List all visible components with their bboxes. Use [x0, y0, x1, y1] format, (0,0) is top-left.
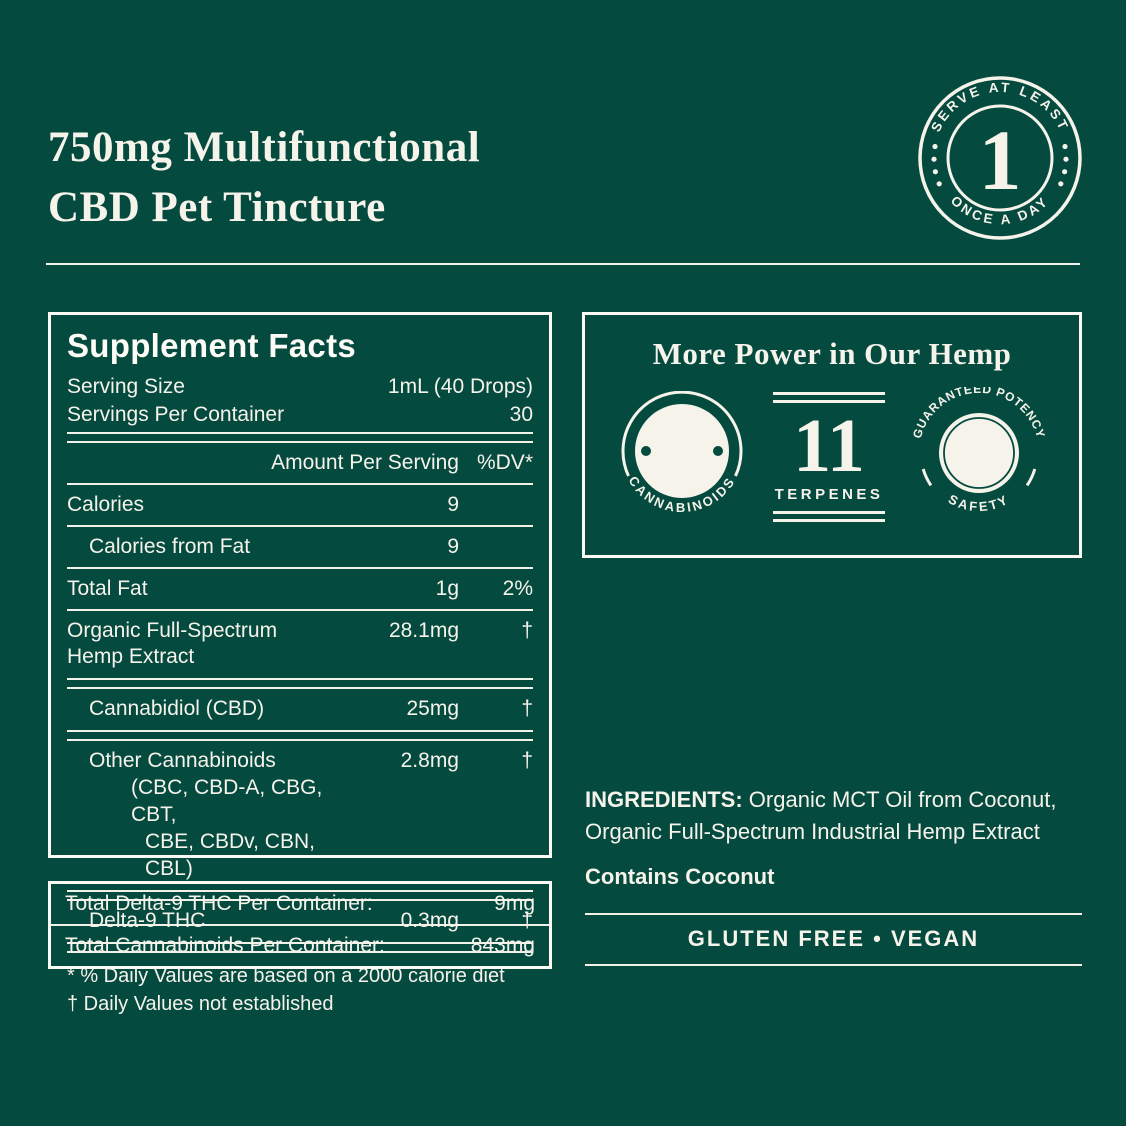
servings-per-container-label: Servings Per Container: [67, 403, 285, 426]
ampersand-symbol: &: [956, 423, 1003, 485]
safety-text: SAFETY: [946, 491, 1012, 514]
total-cannabinoids-label: Total Cannabinoids Per Container:: [65, 934, 385, 957]
facts-footnotes: * % Daily Values are based on a 2000 cal…: [67, 962, 533, 1018]
row-divider: [67, 483, 533, 485]
badge-outer-ring: [918, 76, 1082, 240]
terpenes-count: 11: [793, 403, 865, 488]
section-divider: [67, 678, 533, 689]
diet-banner: GLUTEN FREE • VEGAN: [585, 913, 1082, 966]
total-cannabinoids-value: 843mg: [470, 934, 535, 957]
supplement-facts-panel: Supplement Facts Serving Size 1mL (40 Dr…: [48, 312, 552, 1015]
row-divider: [51, 924, 549, 926]
facts-row-calories-from-fat: Calories from Fat 9: [89, 535, 459, 558]
section-divider: [67, 730, 533, 741]
serve-once-a-day-badge-icon: SERVE AT LEAST ONCE A DAY 1: [918, 76, 1082, 240]
page-title: 750mg Multifunctional CBD Pet Tincture: [48, 118, 480, 238]
more-power-title: More Power in Our Hemp: [652, 336, 1012, 371]
row-divider: [67, 567, 533, 569]
more-power-box: More Power in Our Hemp 9 CANNABINOIDS 11…: [582, 312, 1082, 558]
badge-ring: [621, 391, 743, 477]
badge-dots: [931, 143, 1069, 187]
facts-column-headers: Amount Per Serving %DV*: [67, 445, 533, 481]
total-thc-label: Total Delta-9 THC Per Container:: [65, 892, 373, 915]
total-cannabinoids-row: Total Cannabinoids Per Container: 843mg: [51, 926, 549, 966]
servings-per-container-row: Servings Per Container 30: [67, 401, 533, 429]
facts-row-cbd: Cannabidiol (CBD) 25mg †: [89, 697, 533, 720]
serving-size-row: Serving Size 1mL (40 Drops): [67, 373, 533, 401]
facts-row-delta9-thc: Delta-9 THC 0.3mg †: [89, 909, 533, 932]
badge-disc: [939, 413, 1019, 493]
header-divider: [46, 263, 1080, 265]
ingredients-text: INGREDIENTS: Organic MCT Oil from Coconu…: [585, 784, 1071, 848]
terpenes-label: TERPENES: [774, 485, 884, 503]
facts-row-hemp-extract: Organic Full-Spectrum Hemp Extract 28.1m…: [67, 619, 533, 668]
cannabinoids-count: 9: [664, 413, 700, 493]
ingredients-label: INGREDIENTS:: [585, 787, 743, 812]
footnote-daily-values: * % Daily Values are based on a 2000 cal…: [67, 965, 505, 987]
serving-size-value: 1mL (40 Drops): [387, 375, 533, 398]
badge-inner-ring: [943, 417, 1015, 489]
badge-side-arc: [1025, 468, 1037, 487]
servings-per-container-value: 30: [509, 403, 533, 426]
footnote-not-established: † Daily Values not established: [67, 993, 334, 1015]
section-divider: [67, 890, 533, 901]
title-line-2: CBD Pet Tincture: [48, 184, 386, 231]
cannabinoids-badge-icon: 9 CANNABINOIDS: [621, 391, 743, 515]
allergen-statement: Contains Coconut: [585, 864, 775, 889]
facts-row-calories: Calories 9: [67, 493, 459, 516]
dv-column-header: %DV*: [476, 451, 533, 474]
facts-row-total-fat: Total Fat 1g 2%: [67, 577, 533, 600]
cannabinoids-sublist-line2: CBE, CBDv, CBN, CBL): [145, 830, 315, 880]
hemp-badges-row: 9 CANNABINOIDS 11 TERPENES &: [585, 382, 1079, 532]
guaranteed-potency-badge-icon: & GUARANTEED POTENCY SAFETY: [910, 387, 1047, 514]
facts-row-other-cannabinoids: Other Cannabinoids (CBC, CBD-A, CBG, CBT…: [89, 749, 533, 880]
serving-size-label: Serving Size: [67, 375, 185, 398]
total-thc-value: 9mg: [494, 892, 535, 915]
row-divider: [67, 525, 533, 527]
section-divider: [67, 432, 533, 443]
total-thc-row: Total Delta-9 THC Per Container: 9mg: [51, 884, 549, 924]
section-divider: [67, 942, 533, 953]
badge-disc: [635, 404, 729, 498]
supplement-facts-heading: Supplement Facts: [67, 327, 357, 364]
badge-inner-ring: [946, 104, 1054, 212]
badge-side-arc: [921, 468, 933, 487]
amount-column-header: Amount Per Serving: [271, 451, 459, 474]
container-totals-box: Total Delta-9 THC Per Container: 9mg Tot…: [48, 881, 552, 969]
terpenes-badge-icon: 11 TERPENES: [773, 390, 885, 525]
cannabinoids-sublist-line1: (CBC, CBD-A, CBG, CBT,: [131, 776, 323, 826]
ingredients-list: Organic MCT Oil from Coconut, Organic Fu…: [585, 787, 1057, 844]
title-line-1: 750mg Multifunctional: [48, 124, 481, 171]
row-divider: [67, 609, 533, 611]
serve-badge-number: 1: [979, 112, 1022, 208]
